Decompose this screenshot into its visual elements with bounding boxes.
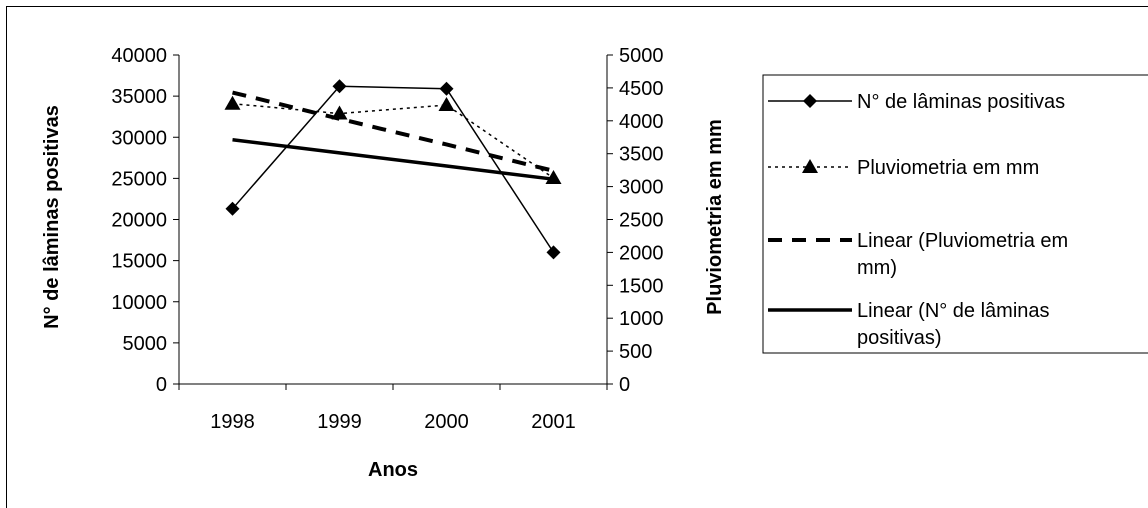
y-tick-label-right: 4500 <box>619 78 664 100</box>
legend-label: positivas) <box>857 327 941 349</box>
legend-label: N° de lâminas positivas <box>857 91 1065 113</box>
data-point <box>332 79 347 94</box>
y-tick-label-left: 0 <box>156 374 167 396</box>
series-line <box>231 85 555 253</box>
y-tick-label-left: 20000 <box>111 210 167 232</box>
y-axis-right-title: Pluviometria em mm <box>704 119 726 315</box>
y-tick-label-right: 500 <box>619 341 652 363</box>
legend-box <box>762 74 1148 354</box>
data-point <box>546 245 561 260</box>
x-tick-label: 1998 <box>210 411 255 433</box>
y-tick-label-left: 40000 <box>111 45 167 67</box>
y-tick-label-right: 1000 <box>619 308 664 330</box>
y-tick-label-left: 5000 <box>123 333 168 355</box>
series-3 <box>232 137 554 181</box>
y-tick-label-right: 1500 <box>619 275 664 297</box>
legend-label: Linear (N° de lâminas <box>857 300 1050 322</box>
y-tick-label-left: 25000 <box>111 168 167 190</box>
y-tick-label-right: 2500 <box>619 210 664 232</box>
legend-entry: Linear (N° de lâminas positivas) <box>768 300 1050 349</box>
x-tick-label: 2001 <box>531 411 576 433</box>
legend-marker <box>802 159 818 173</box>
y-tick-label-left: 30000 <box>111 127 167 149</box>
y-axis-left-title: N° de lâminas positivas <box>41 105 63 329</box>
y-tick-label-left: 15000 <box>111 251 167 273</box>
y-tick-label-right: 0 <box>619 374 630 396</box>
data-point <box>225 201 240 216</box>
y-tick-label-right: 4000 <box>619 111 664 133</box>
legend-marker <box>803 94 817 108</box>
legend: N° de lâminas positivas Pluviometria em m… <box>762 74 1148 354</box>
series-2 <box>232 90 554 173</box>
y-tick-label-right: 3000 <box>619 177 664 199</box>
series-line <box>232 102 554 179</box>
legend-entry: Linear (Pluviometria em mm) <box>768 230 1068 279</box>
x-tick-label: 1999 <box>317 411 362 433</box>
series-0 <box>225 79 561 260</box>
data-point <box>439 81 454 96</box>
legend-label: Pluviometria em mm <box>857 157 1039 179</box>
y-tick-label-left: 10000 <box>111 292 167 314</box>
x-tick-label: 2000 <box>424 411 469 433</box>
y-tick-label-left: 35000 <box>111 86 167 108</box>
series-line <box>232 90 554 173</box>
y-tick-label-right: 5000 <box>619 45 664 67</box>
series-line <box>232 137 554 181</box>
legend-entry: Pluviometria em mm <box>768 157 1039 179</box>
y-tick-label-right: 2000 <box>619 242 664 264</box>
series-1 <box>224 95 562 185</box>
legend-label: Linear (Pluviometria em <box>857 230 1068 252</box>
chart-marks <box>224 79 562 260</box>
data-point <box>545 170 562 185</box>
data-point <box>224 95 241 110</box>
axes: 4000035000300002500020000150001000050000… <box>111 45 663 433</box>
data-point <box>438 97 455 112</box>
x-axis-title: Anos <box>368 459 418 481</box>
y-tick-label-right: 3500 <box>619 144 664 166</box>
legend-label: mm) <box>857 257 897 279</box>
legend-entry: N° de lâminas positivas <box>768 91 1065 113</box>
